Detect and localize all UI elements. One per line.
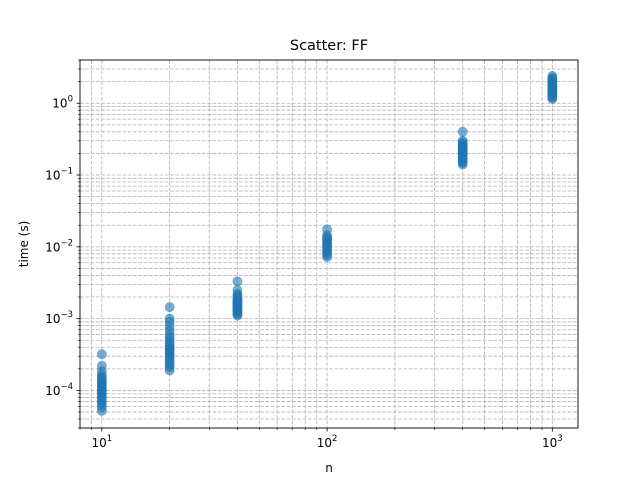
y-tick-label: 10−3	[45, 310, 73, 326]
y-tick-label: 10−2	[45, 238, 73, 254]
data-point	[457, 135, 468, 146]
data-point	[457, 126, 468, 137]
data-point	[164, 313, 175, 324]
plot-area-frame	[79, 59, 579, 429]
y-tick-label: 10−4	[45, 382, 73, 398]
data-point	[322, 224, 332, 235]
x-tick-label: 103	[542, 434, 563, 450]
x-tick-label: 101	[91, 434, 112, 450]
y-tick-label: 10−1	[45, 167, 73, 183]
chart-title: Scatter: FF	[290, 38, 368, 54]
data-point	[96, 360, 107, 371]
tick-labels: 101 102 103 10−4 10−3 10−2 10−1 100	[45, 95, 562, 450]
data-point	[232, 285, 243, 295]
data-point	[164, 302, 175, 312]
y-tick-label: 100	[52, 95, 73, 111]
data-points	[96, 71, 558, 416]
data-point	[96, 349, 107, 360]
x-axis-title: n	[325, 461, 333, 475]
y-axis-title: time (s)	[17, 221, 31, 268]
axis-ticks	[76, 59, 553, 432]
data-point	[232, 276, 243, 287]
x-tick-label: 102	[317, 434, 338, 450]
data-point	[547, 71, 558, 81]
